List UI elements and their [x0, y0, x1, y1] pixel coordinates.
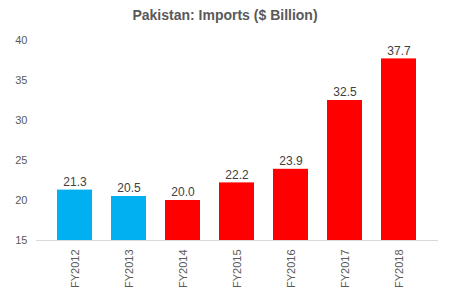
svg-text:22.2: 22.2	[225, 168, 249, 182]
html-text:Pakistan: Imports ($ Billion): Pakistan: Imports ($ Billion)	[132, 7, 318, 23]
svg-text:FY2014: FY2014	[177, 250, 189, 289]
svg-text:FY2016: FY2016	[285, 250, 297, 289]
svg-text:37.7: 37.7	[387, 44, 411, 58]
svg-text:21.3: 21.3	[63, 175, 87, 189]
svg-text:FY2017: FY2017	[339, 250, 351, 289]
svg-text:15: 15	[15, 234, 27, 246]
svg-text:32.5: 32.5	[333, 85, 357, 99]
svg-text:FY2012: FY2012	[69, 250, 81, 289]
svg-text:23.9: 23.9	[279, 154, 303, 168]
svg-text:20.5: 20.5	[117, 181, 141, 195]
svg-text:20: 20	[15, 194, 27, 206]
svg-text:25: 25	[15, 154, 27, 166]
svg-text:FY2015: FY2015	[231, 250, 243, 289]
svg-text:FY2018: FY2018	[393, 250, 405, 289]
svg-text:40: 40	[15, 34, 27, 46]
svg-text:30: 30	[15, 114, 27, 126]
svg-text:35: 35	[15, 74, 27, 86]
svg-text:FY2013: FY2013	[123, 250, 135, 289]
svg-text:20.0: 20.0	[171, 185, 195, 199]
